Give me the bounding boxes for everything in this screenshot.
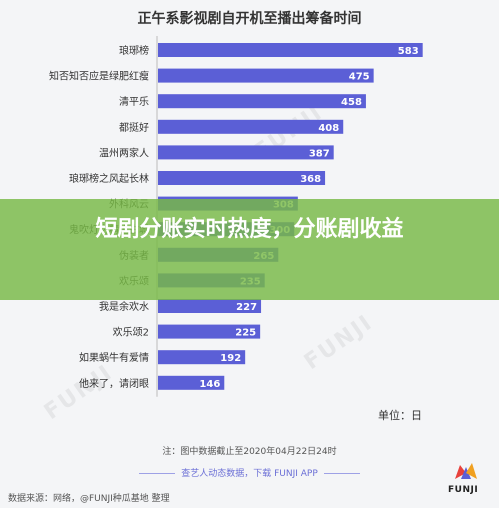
bar (158, 171, 326, 185)
bar (158, 350, 246, 365)
unit-label: 单位：日 (378, 409, 422, 422)
category-label: 如果蜗牛有爱情 (79, 351, 149, 364)
bar-value-label: 225 (235, 328, 256, 339)
bar-value-label: 227 (236, 302, 257, 313)
bar-value-label: 368 (300, 174, 321, 185)
bar-value-label: 387 (309, 148, 330, 159)
funji-logo-text: FUNJI (448, 485, 479, 495)
bar (158, 375, 225, 390)
category-label: 知否知否应是绿肥红瘦 (49, 70, 149, 83)
funji-logo-icon (455, 463, 477, 479)
bar (158, 324, 261, 339)
category-label: 温州两家人 (99, 146, 149, 159)
bar-value-label: 583 (398, 46, 419, 57)
category-label: 我是余欢水 (99, 300, 149, 313)
overlay-banner (0, 199, 499, 300)
category-label: 琅琊榜 (119, 44, 149, 57)
category-label: 清平乐 (119, 95, 149, 108)
bar (158, 119, 344, 134)
bar (158, 43, 423, 57)
bar (158, 94, 366, 109)
chart-title: 正午系影视剧自开机至播出筹备时间 (137, 11, 362, 27)
category-label: 都挺好 (119, 121, 149, 134)
bar (158, 299, 262, 313)
banner-title[interactable]: 短剧分账实时热度，分账剧收益 (95, 217, 404, 242)
category-label: 他来了，请闭眼 (79, 377, 149, 390)
category-label: 欢乐颂2 (113, 326, 149, 339)
bar (158, 145, 334, 160)
bar (158, 68, 374, 83)
category-label: 琅琊榜之风起长林 (69, 172, 149, 185)
data-source: 数据来源：网络，@FUNJI种瓜基地 整理 (8, 494, 170, 504)
bar-value-label: 458 (341, 97, 362, 108)
app-promo-link[interactable]: 查艺人动态数据，下载 FUNJI APP (60, 466, 439, 479)
data-note: 注：图中数据截止至2020年04月22日24时 (162, 447, 337, 457)
bar-value-label: 475 (349, 72, 370, 83)
bar-value-label: 192 (220, 353, 241, 364)
bar-value-label: 146 (199, 379, 220, 390)
bar-value-label: 408 (318, 123, 339, 134)
